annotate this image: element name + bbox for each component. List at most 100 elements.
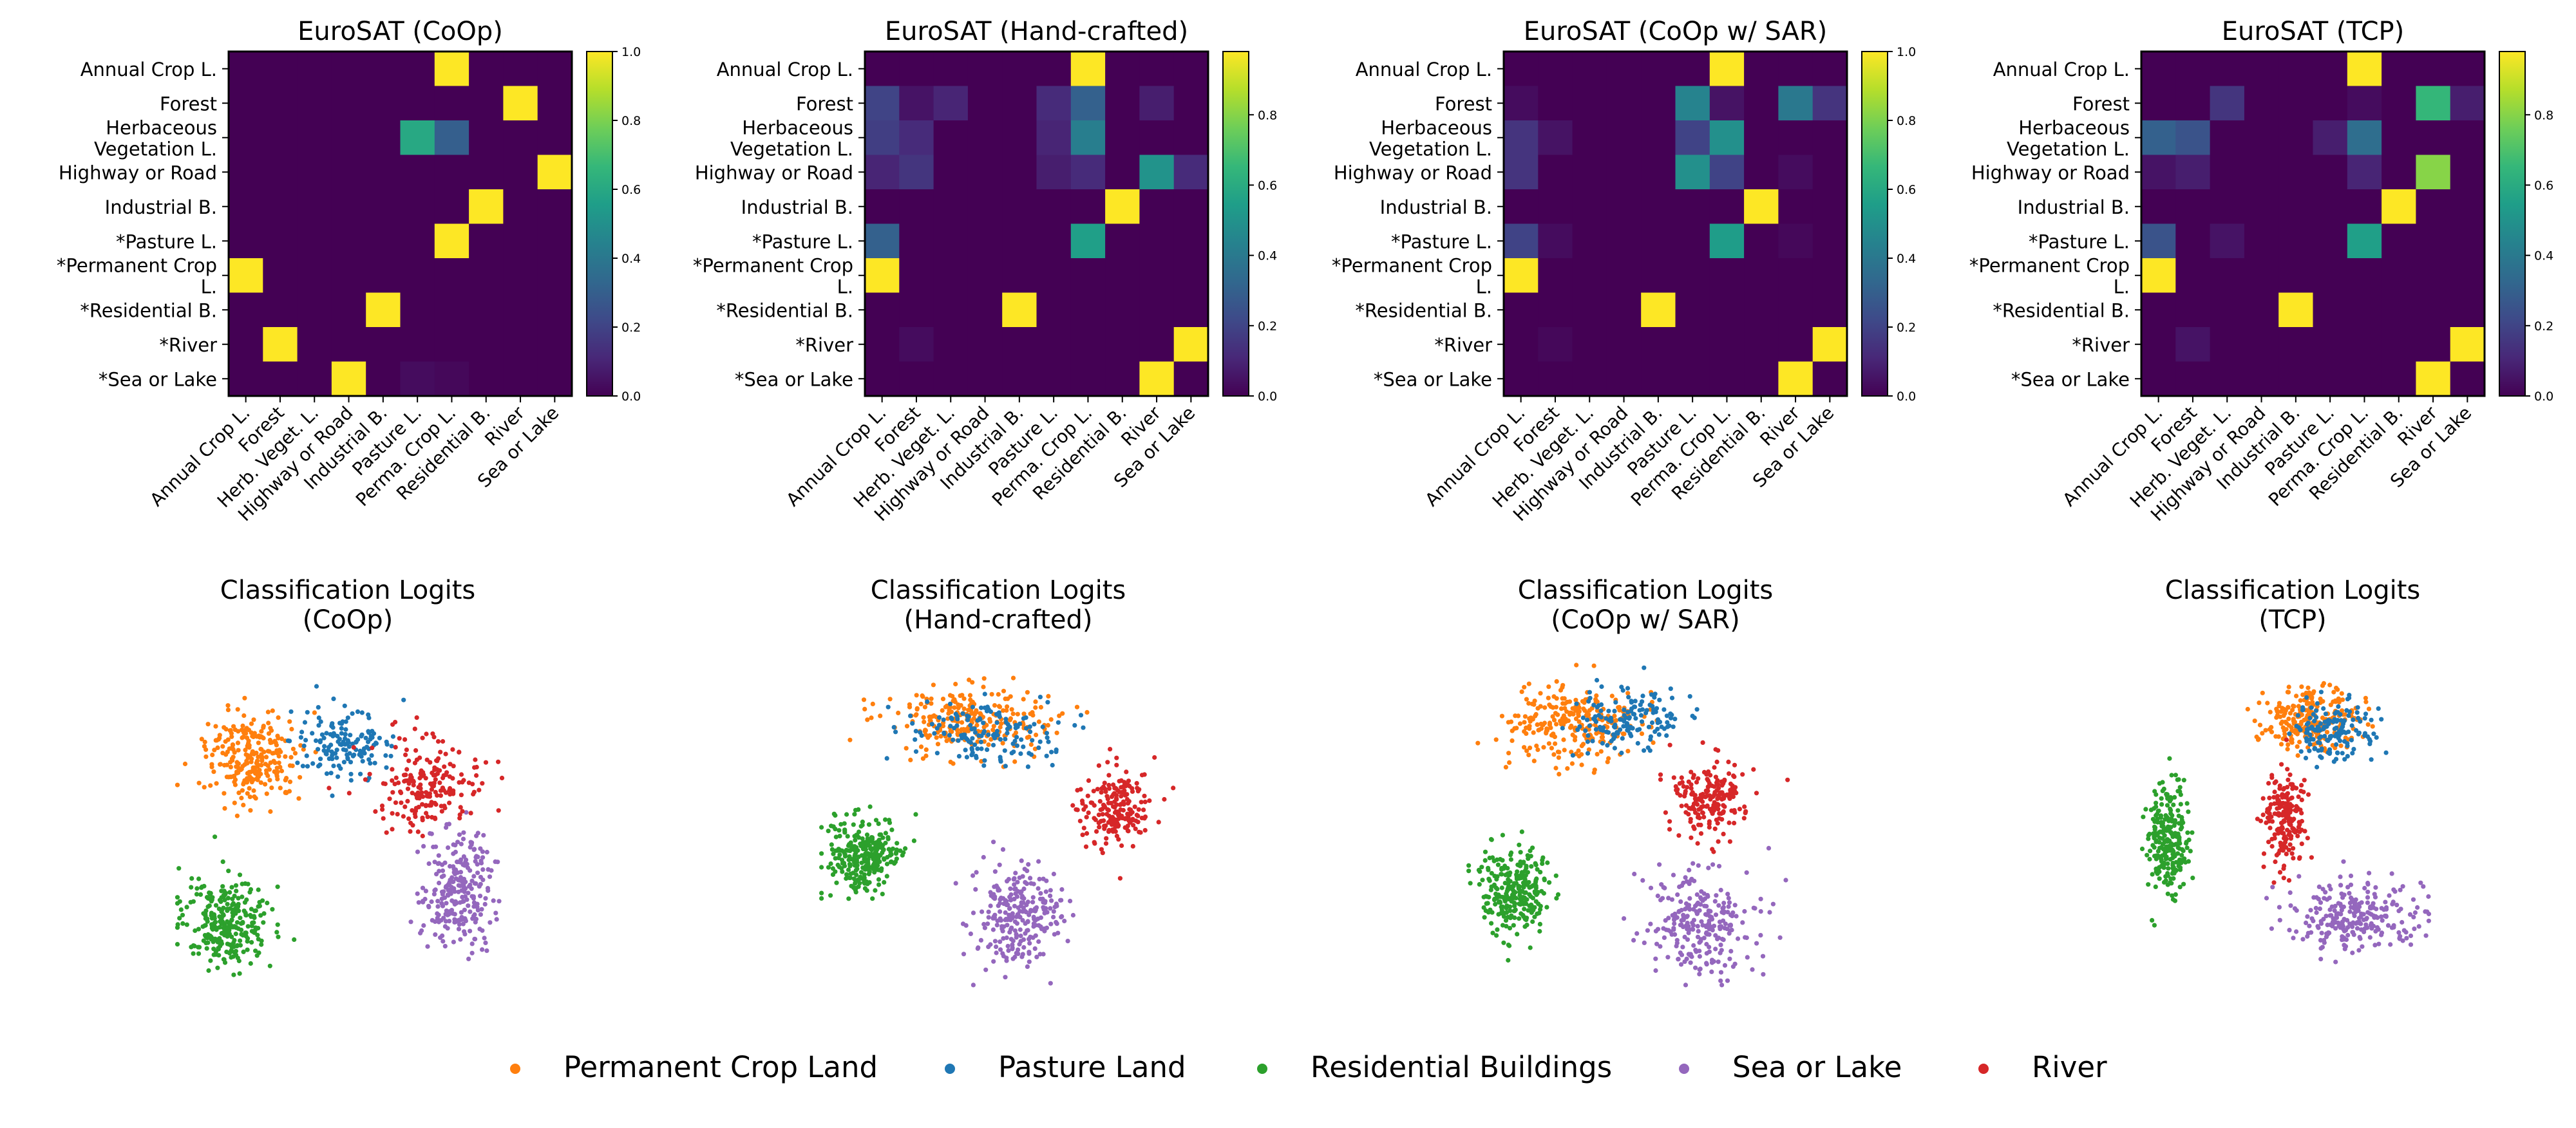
scatter-point (1045, 735, 1050, 740)
heatmap-cell (1105, 189, 1140, 225)
scatter-point (468, 882, 473, 888)
heatmap-cell (400, 258, 435, 294)
heatmap-cell (1641, 52, 1676, 87)
heatmap-cell (1139, 327, 1175, 362)
scatter-point (1109, 794, 1115, 799)
scatter-point (880, 850, 885, 855)
scatter-point (435, 767, 440, 772)
scatter-point (1019, 737, 1024, 742)
scatter-point (1725, 892, 1730, 897)
scatter-point (401, 773, 407, 778)
scatter-point (1726, 896, 1731, 901)
scatter-point (1734, 914, 1739, 919)
scatter-point (1527, 716, 1532, 721)
scatter-point (1660, 896, 1665, 901)
scatter-point (482, 935, 487, 941)
heatmap-cell (263, 223, 298, 259)
scatter-point (1122, 783, 1127, 788)
scatter-point (1674, 937, 1680, 943)
scatter-point (1642, 748, 1647, 753)
heatmap-cell (2382, 86, 2416, 121)
heatmap-cell (2210, 120, 2245, 156)
scatter-point (199, 885, 204, 890)
scatter-point (2299, 684, 2304, 690)
scatter-point (458, 937, 463, 942)
scatter-point (1031, 914, 1036, 919)
heatmap-cell (366, 86, 401, 121)
scatter-point (397, 736, 402, 741)
scatter-point (987, 719, 993, 724)
scatter-point (1048, 921, 1054, 926)
heatmap-cell (1173, 120, 1209, 156)
row-label: *Permanent Crop L. (1969, 254, 2130, 297)
scatter-point (189, 876, 194, 881)
scatter-point (1606, 756, 1611, 761)
scatter-point (2295, 744, 2300, 749)
scatter-point (261, 920, 266, 925)
heatmap-cell (2244, 361, 2279, 397)
scatter-point (1075, 787, 1080, 793)
colorbar-tick-label: 0.0 (2534, 390, 2553, 404)
scatter-point (270, 708, 275, 713)
scatter-point (2345, 741, 2350, 746)
heatmap-cell (434, 258, 469, 294)
scatter-point (2178, 858, 2183, 863)
scatter-point (1583, 728, 1588, 733)
scatter-point (1492, 874, 1497, 879)
scatter-point (2286, 716, 2291, 722)
scatter-point (1477, 882, 1482, 887)
scatter-point (177, 899, 182, 904)
scatter-point (2173, 831, 2178, 836)
scatter-point (1522, 714, 1528, 719)
scatter-point (1721, 803, 1726, 808)
scatter-point (475, 861, 480, 867)
scatter-point (346, 791, 352, 796)
heatmap-cell (1036, 327, 1072, 362)
scatter-point (1518, 850, 1523, 855)
scatter-point (904, 746, 909, 751)
scatter-point (1629, 706, 1634, 711)
scatter-point (416, 900, 421, 905)
scatter-point (1096, 763, 1101, 768)
scatter-point (241, 734, 246, 739)
scatter-point (1574, 663, 1579, 668)
scatter-point (1015, 879, 1020, 885)
scatter-point (474, 833, 479, 838)
scatter-point (1027, 951, 1032, 956)
scatter-point (1642, 940, 1647, 945)
scatter-point (922, 719, 927, 724)
scatter-point (2154, 792, 2159, 797)
scatter-point (953, 681, 958, 687)
scatter-point (876, 877, 882, 882)
scatter-point (2167, 756, 2172, 761)
heatmap-cell (2450, 52, 2485, 87)
scatter-point (1736, 936, 1741, 941)
scatter-point (1524, 697, 1529, 702)
scatter-point (2275, 713, 2280, 718)
scatter-point (2314, 715, 2319, 720)
scatter-point (1500, 923, 1506, 928)
scatter-point (431, 844, 436, 850)
scatter-point (1640, 878, 1645, 883)
scatter-point (983, 967, 989, 972)
scatter-point (421, 843, 426, 849)
scatter-point (1544, 726, 1549, 731)
heatmap-cell (2347, 120, 2382, 156)
scatter-point (439, 804, 444, 809)
scatter-point (436, 853, 441, 858)
scatter-point (216, 946, 221, 951)
scatter-point (2288, 738, 2293, 744)
scatter-point (1716, 785, 1721, 791)
scatter-point (2338, 912, 2343, 917)
scatter-point (1010, 675, 1016, 681)
scatter-point (2152, 827, 2157, 832)
scatter-point (866, 851, 871, 857)
scatter-point (348, 760, 354, 765)
scatter-point (1084, 814, 1089, 820)
heatmap-frame (864, 50, 1209, 397)
heatmap-cell (229, 155, 263, 190)
scatter-point (1133, 826, 1138, 831)
scatter-point (2165, 891, 2170, 896)
scatter-point (1664, 733, 1669, 738)
scatter-point (265, 749, 270, 754)
